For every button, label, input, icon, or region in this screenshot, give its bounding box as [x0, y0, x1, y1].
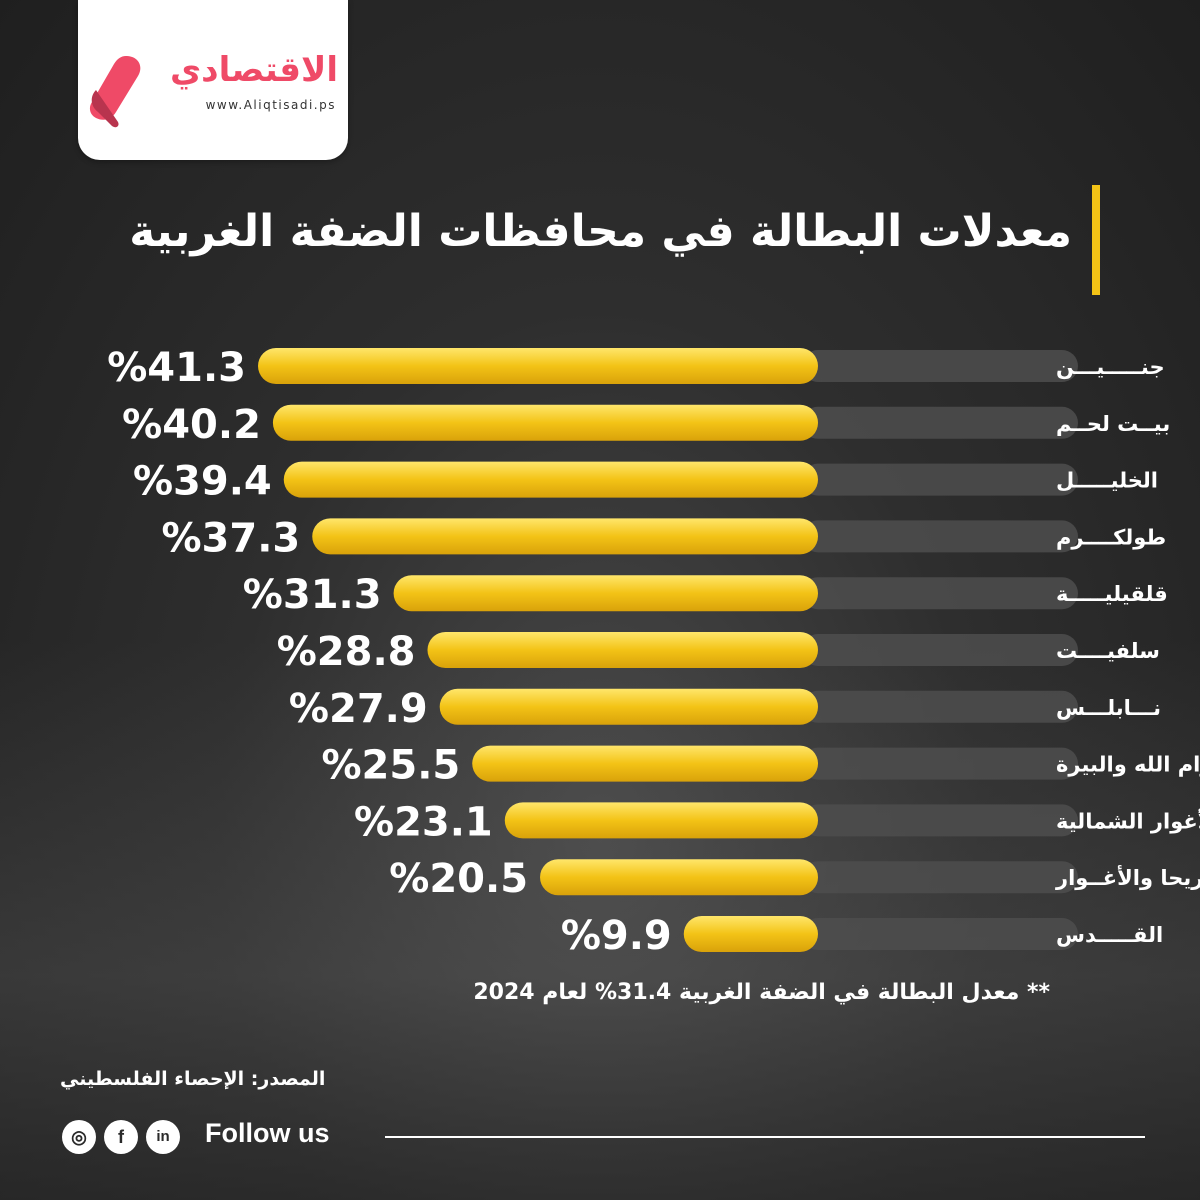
category-label: جنـــــيـــن	[1056, 355, 1165, 379]
bar-track	[802, 634, 1078, 666]
category-label: طوباس والأغوار الشمالية	[1056, 807, 1200, 833]
category-label: أريحا والأغــوار	[1055, 863, 1200, 890]
follow-us-label: Follow us	[205, 1118, 330, 1148]
category-label: طولكــــرم	[1056, 525, 1166, 549]
bar	[504, 802, 818, 839]
linkedin-icon[interactable]: in	[146, 1120, 180, 1154]
value-label: %31.3	[243, 572, 382, 618]
facebook-icon[interactable]: f	[104, 1120, 138, 1154]
bar-track	[802, 406, 1078, 439]
value-label: %23.1	[354, 799, 493, 845]
bar-track	[802, 861, 1078, 894]
instagram-icon[interactable]: ◎	[62, 1120, 96, 1154]
category-label: بيــت لحــم	[1056, 412, 1170, 436]
bar	[439, 688, 818, 725]
footer-divider	[385, 1136, 1145, 1138]
source-note: المصدر: الإحصاء الفلسطيني	[60, 1068, 326, 1090]
bar	[540, 859, 818, 896]
bar	[312, 518, 818, 555]
value-label: %9.9	[561, 913, 672, 959]
bar	[258, 348, 818, 384]
brand-name: الاقتصادي	[170, 50, 338, 90]
value-label: %20.5	[389, 856, 528, 902]
category-label: القـــــدس	[1056, 923, 1163, 947]
value-label: %41.3	[107, 345, 246, 391]
category-label: الخليـــــل	[1056, 469, 1158, 493]
bar-track	[802, 350, 1078, 382]
bar	[472, 745, 818, 782]
bar-track	[802, 520, 1078, 553]
value-label: %37.3	[161, 515, 300, 561]
bar	[683, 916, 818, 952]
value-label: %25.5	[321, 743, 460, 789]
bar-track	[802, 804, 1078, 837]
bar	[272, 404, 818, 441]
brand-url[interactable]: www.Aliqtisadi.ps	[205, 98, 336, 112]
brand-logo-icon	[89, 56, 141, 128]
value-label: %28.8	[277, 629, 416, 675]
footnote: ** معدل البطالة في الضفة الغربية 31.4% ل…	[473, 980, 1050, 1005]
bar	[427, 632, 818, 668]
bar	[393, 575, 818, 612]
bar-track	[802, 577, 1078, 610]
category-label: سلفيــــت	[1056, 639, 1160, 663]
bar-track	[802, 918, 1078, 950]
value-label: %40.2	[122, 402, 261, 448]
value-label: %27.9	[289, 686, 428, 732]
value-label: %39.4	[133, 459, 272, 505]
bar-track	[802, 463, 1078, 496]
category-label: قلقيليـــــة	[1056, 582, 1168, 606]
chart-title: معدلات البطالة في محافظات الضفة الغربية	[129, 206, 1072, 257]
bar	[283, 461, 819, 498]
brand-logo-card[interactable]: الاقتصادي www.Aliqtisadi.ps	[78, 0, 348, 160]
title-accent-bar	[1092, 185, 1100, 295]
category-label: نـــابلـــس	[1056, 696, 1161, 720]
category-label: رام الله والبيرة	[1056, 753, 1200, 777]
bar-track	[802, 747, 1078, 780]
bar-track	[802, 690, 1078, 723]
